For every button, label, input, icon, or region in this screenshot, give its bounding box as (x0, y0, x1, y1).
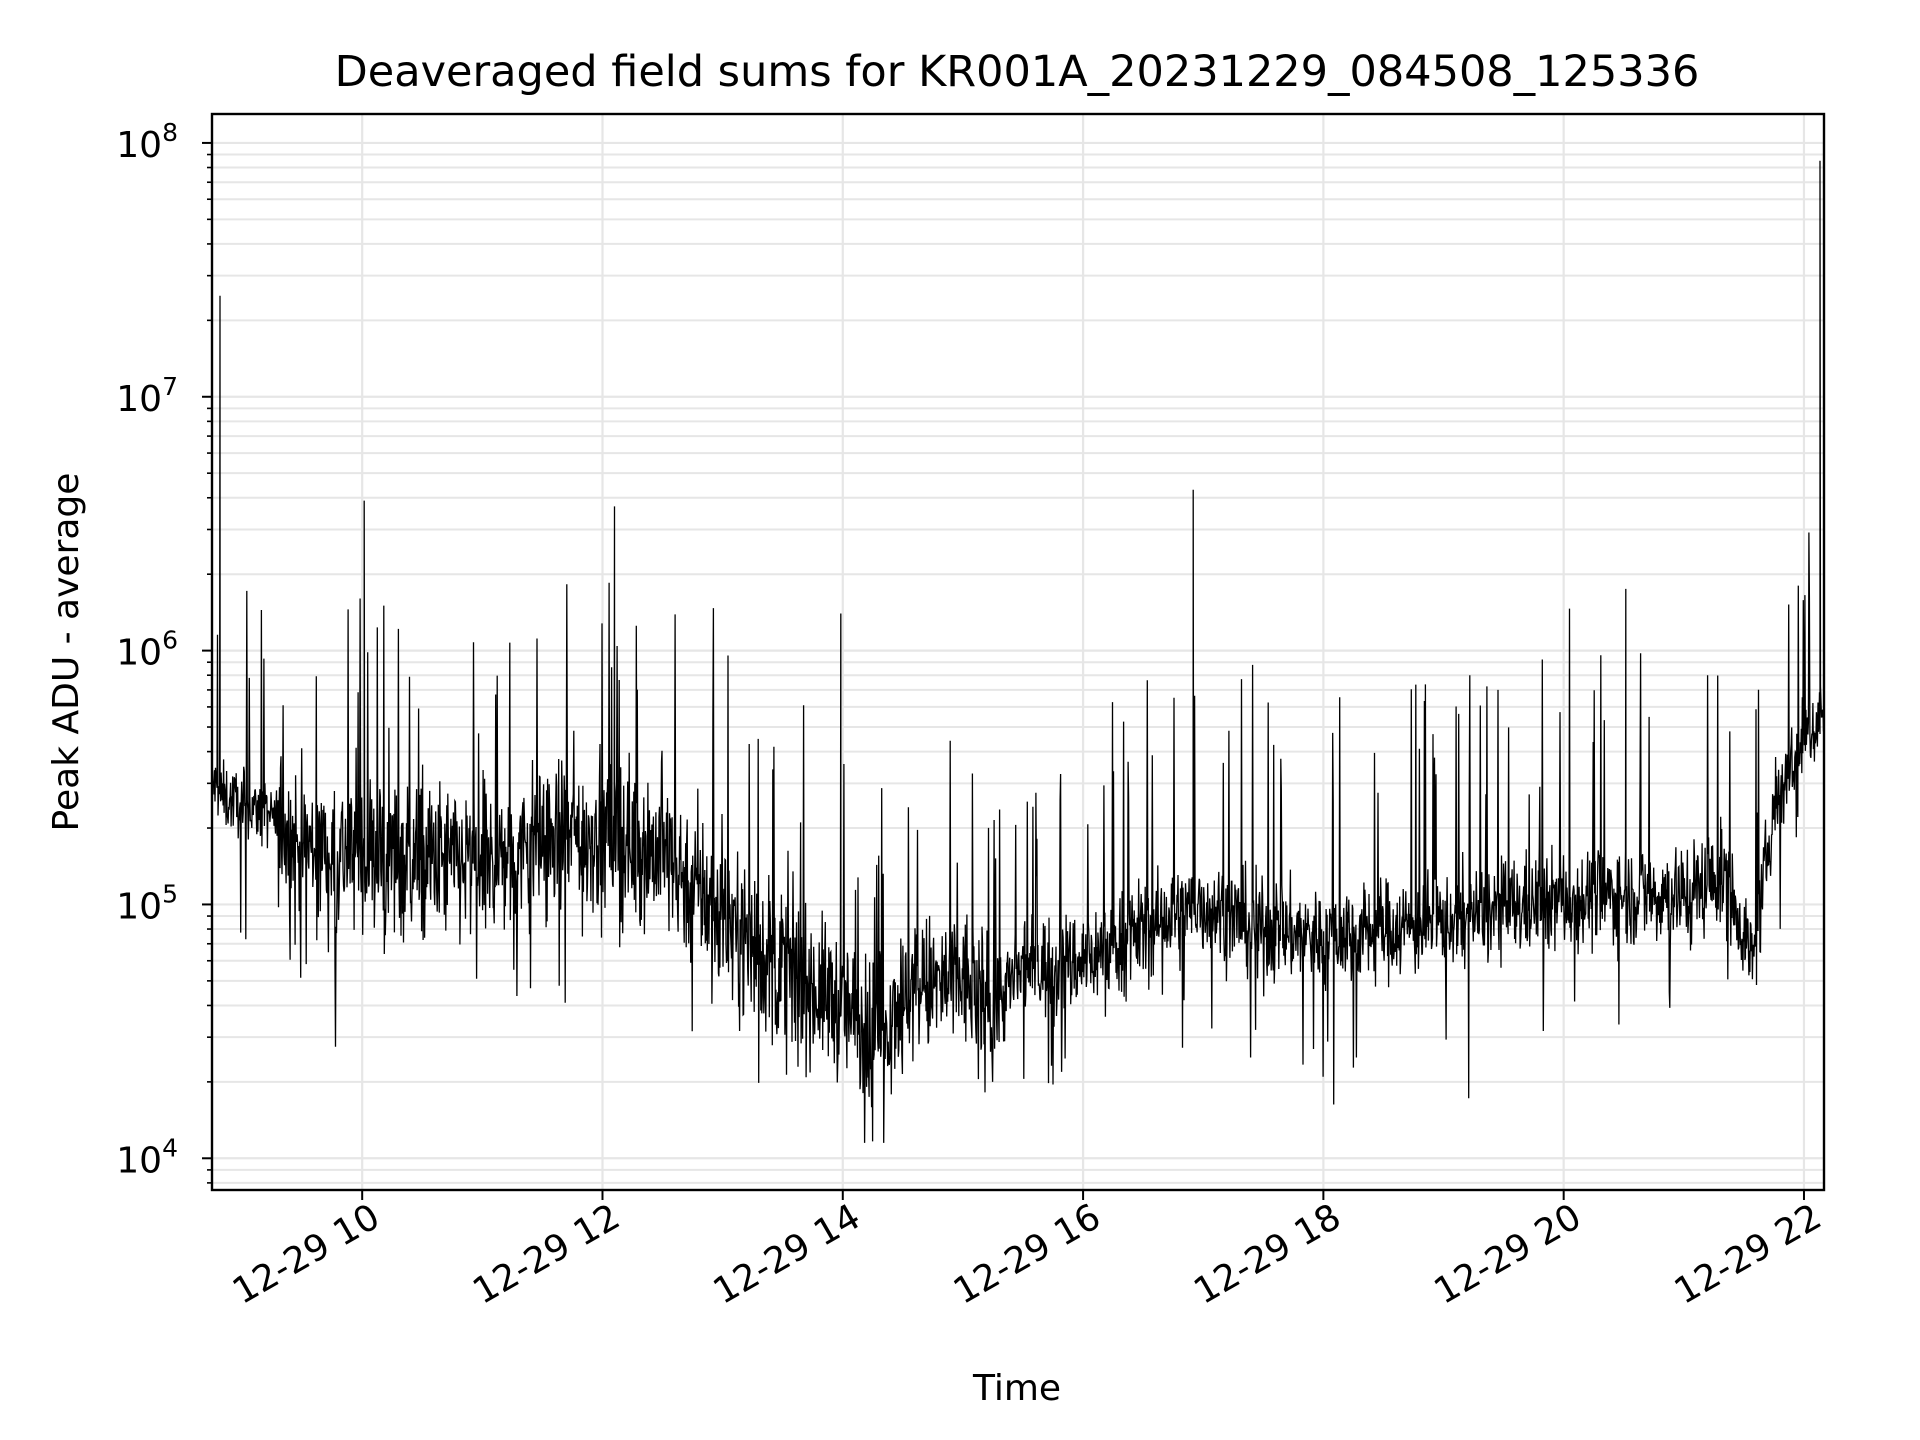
y-tick-label: 108 (116, 118, 178, 166)
x-tick-label: 12-29 12 (466, 1196, 627, 1312)
y-tick-label: 105 (116, 879, 178, 927)
x-tick-label: 12-29 10 (226, 1196, 387, 1312)
y-tick-label: 104 (116, 1133, 178, 1181)
x-tick-label: 12-29 18 (1187, 1196, 1348, 1312)
x-tick-label: 12-29 14 (707, 1196, 868, 1312)
y-tick-label: 106 (116, 626, 178, 674)
series-path (212, 160, 1824, 1143)
x-tick-label: 12-29 22 (1668, 1196, 1829, 1312)
x-tick-label: 12-29 16 (947, 1196, 1108, 1312)
y-axis: 104 105 106 107 108 (116, 118, 212, 1184)
series-line (212, 160, 1824, 1143)
y-axis-label: Peak ADU - average (46, 473, 87, 832)
grid (212, 114, 1824, 1190)
x-tick-label: 12-29 20 (1428, 1196, 1589, 1312)
chart-title: Deaveraged field sums for KR001A_2023122… (335, 47, 1700, 97)
y-tick-label: 107 (116, 372, 178, 420)
plot-frame (210, 112, 1826, 1192)
x-axis-label: Time (972, 1368, 1061, 1409)
x-axis: 12-29 10 12-29 12 12-29 14 12-29 16 12-29 18… (226, 1190, 1828, 1313)
